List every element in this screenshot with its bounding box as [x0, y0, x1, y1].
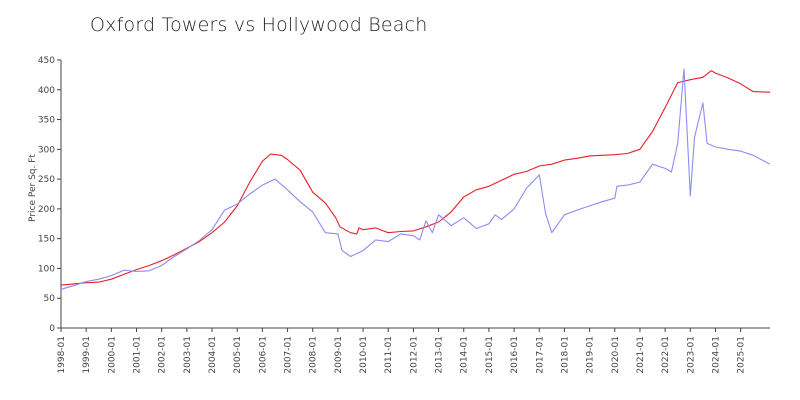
x-tick-label: 2006-01: [258, 336, 268, 374]
x-tick-label: 2016-01: [510, 336, 520, 374]
x-tick-label: 2012-01: [409, 336, 419, 374]
y-tick-label: 300: [38, 145, 55, 155]
x-tick-label: 2025-01: [737, 336, 747, 374]
x-tick-label: 2010-01: [359, 336, 369, 374]
y-tick-label: 400: [38, 86, 55, 96]
x-tick-label: 2020-01: [611, 336, 621, 374]
x-tick-label: 2001-01: [133, 336, 143, 374]
y-tick-label: 200: [38, 205, 55, 215]
x-tick-label: 2018-01: [560, 336, 570, 374]
x-tick-label: 2011-01: [384, 336, 394, 374]
y-tick-label: 100: [38, 264, 55, 274]
y-tick-label: 150: [38, 235, 55, 245]
x-tick-label: 2014-01: [460, 336, 470, 374]
x-axis-ticks: 1998-01 1999-01 2000-01 2001-01 2002-01 2003-…: [57, 328, 747, 374]
x-tick-label: 2015-01: [485, 336, 495, 374]
x-tick-label: 2008-01: [309, 336, 319, 374]
x-tick-label: 2003-01: [183, 336, 193, 374]
y-tick-label: 350: [38, 116, 55, 126]
x-tick-label: 1999-01: [82, 336, 92, 374]
y-axis-ticks: 0 50 100 150 200 250 300 350 400 450: [38, 56, 61, 334]
x-tick-label: 2007-01: [284, 336, 294, 374]
x-tick-label: 2013-01: [435, 336, 445, 374]
series-line-2: [60, 68, 771, 290]
x-tick-label: 2005-01: [233, 336, 243, 374]
y-tick-label: 250: [38, 175, 55, 185]
x-tick-label: 2009-01: [334, 336, 344, 374]
y-tick-label: 0: [49, 324, 55, 334]
y-tick-label: 50: [44, 294, 56, 304]
x-tick-label: 2021-01: [636, 336, 646, 374]
x-tick-label: 2024-01: [711, 336, 721, 374]
x-tick-label: 2023-01: [686, 336, 696, 374]
x-tick-label: 2017-01: [535, 336, 545, 374]
chart-title: Oxford Towers vs Hollywood Beach: [90, 14, 428, 36]
series-line-1: [60, 70, 771, 286]
y-axis-label: Price Per Sq. Ft: [28, 154, 38, 222]
x-tick-label: 2019-01: [586, 336, 596, 374]
x-tick-label: 2000-01: [107, 336, 117, 374]
x-tick-label: 2022-01: [661, 336, 671, 374]
x-tick-label: 2002-01: [158, 336, 168, 374]
series-lines: [60, 68, 771, 290]
x-tick-label: 1998-01: [57, 336, 67, 374]
y-tick-label: 450: [38, 56, 55, 66]
chart-axes: [60, 60, 770, 329]
x-tick-label: 2004-01: [208, 336, 218, 374]
